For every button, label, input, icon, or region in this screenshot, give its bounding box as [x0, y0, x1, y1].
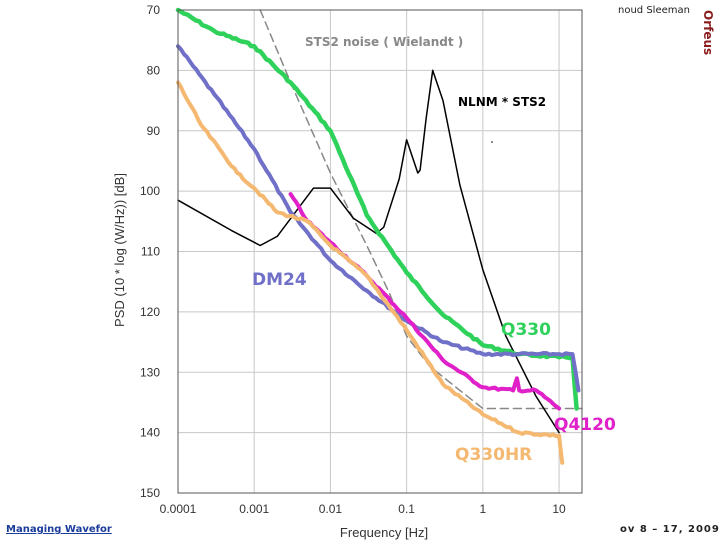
- x-tick-label: 1: [480, 502, 487, 516]
- tick-labels: 0.0001 0.001 0.01 0.1 1 107080901001101201301…: [140, 3, 566, 516]
- plot-frame: [177, 9, 583, 494]
- y-tick-label: 90: [147, 124, 161, 138]
- annotation-nlnm: NLNM * STS2: [458, 95, 546, 109]
- annotations: STS2 noise ( Wielandt ) NLNM * STS2 DM24…: [252, 35, 616, 465]
- series-line-dm24: [176, 44, 581, 393]
- annotation-q4120: Q4120: [554, 415, 616, 435]
- stray-dot: [491, 141, 493, 143]
- orfeus-logo-text: Orfeus: [701, 10, 715, 55]
- annotation-sts2: STS2 noise ( Wielandt ): [305, 35, 463, 49]
- series-line-q330hr: [176, 80, 565, 465]
- x-tick-label: 0.01: [319, 502, 343, 516]
- y-tick-label: 110: [141, 245, 160, 259]
- x-tick-label: 0.0001: [160, 502, 197, 516]
- y-tick-label: 140: [140, 426, 160, 440]
- series-line-q4120: [288, 192, 562, 411]
- annotation-dm24: DM24: [252, 270, 307, 290]
- y-tick-label: 150: [140, 486, 160, 500]
- annotation-q330: Q330: [501, 320, 551, 340]
- x-tick-label: 10: [552, 502, 566, 516]
- annotation-q330hr: Q330HR: [455, 445, 532, 465]
- orfeus-logo: Orfeus: [701, 10, 715, 55]
- y-axis-label: PSD (10 * log (W/Hz)) [dB]: [112, 173, 127, 327]
- axis-labels: Frequency [Hz] PSD (10 * log (W/Hz)) [dB…: [112, 173, 428, 540]
- x-axis-label: Frequency [Hz]: [340, 525, 428, 540]
- y-tick-label: 70: [147, 3, 161, 17]
- footer-date: ov 8 – 17, 2009: [620, 524, 720, 535]
- series-line-nlnm: [177, 69, 560, 434]
- y-tick-label: 130: [140, 365, 160, 379]
- author-name: noud Sleeman: [618, 5, 690, 16]
- series-layer: [175, 7, 583, 465]
- grid: [177, 9, 582, 494]
- y-tick-label: 100: [140, 184, 160, 198]
- x-tick-label: 0.001: [239, 502, 269, 516]
- x-tick-label: 0.1: [398, 502, 415, 516]
- y-tick-label: 80: [147, 63, 161, 77]
- footer-link[interactable]: Managing Wavefor: [6, 524, 112, 535]
- series-line-q330: [175, 7, 579, 411]
- y-tick-label: 120: [140, 305, 160, 319]
